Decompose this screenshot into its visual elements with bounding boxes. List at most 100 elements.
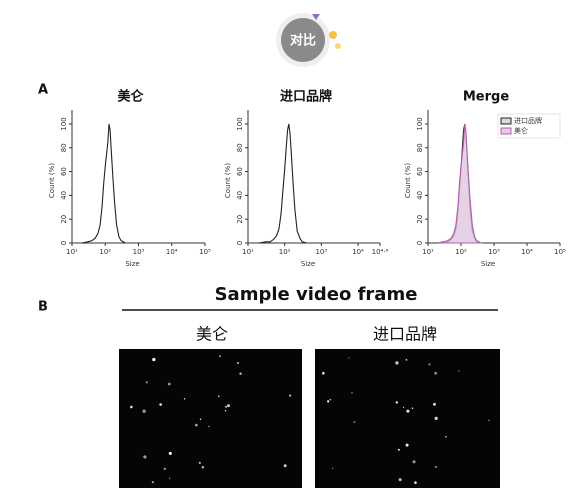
frame-caption: 美仑 [196, 325, 228, 344]
particle [411, 407, 414, 409]
y-axis-label: Count (%) [224, 163, 232, 198]
particle [458, 370, 460, 372]
particle [395, 361, 399, 365]
x-tick-label: 10³ [488, 248, 500, 256]
badge-dot [335, 43, 341, 49]
y-tick-label: 0 [236, 241, 244, 245]
particle [142, 409, 146, 413]
particle [428, 363, 431, 366]
x-tick-label: 10¹ [66, 248, 78, 256]
particle [395, 401, 398, 404]
y-tick-label: 60 [416, 167, 424, 176]
particle [445, 435, 447, 438]
particle [435, 466, 437, 468]
particle [405, 358, 408, 361]
x-tick-label: 10³ [133, 248, 145, 256]
particle [488, 419, 490, 422]
badge-text: 对比 [290, 33, 316, 49]
particle [353, 421, 356, 424]
particle [397, 448, 400, 451]
particle [198, 461, 201, 464]
particle [289, 394, 292, 397]
video-frame [119, 349, 302, 488]
x-tick-label: 10⁴ [166, 248, 178, 256]
y-tick-label: 20 [60, 215, 68, 224]
chart-title: 美仑 [117, 89, 144, 105]
particle [434, 416, 438, 420]
x-tick-label: 10¹ [242, 248, 254, 256]
particle [219, 355, 222, 358]
y-tick-label: 80 [416, 143, 424, 152]
particle [225, 405, 228, 408]
particle [169, 477, 171, 479]
y-tick-label: 0 [416, 241, 424, 245]
particle [405, 443, 409, 447]
particle [406, 409, 410, 413]
particle [403, 406, 405, 408]
panel-label: B [38, 300, 48, 315]
x-axis-label: Size [301, 260, 315, 268]
badge [281, 18, 325, 62]
y-tick-label: 20 [236, 215, 244, 224]
y-tick-label: 40 [60, 191, 68, 200]
particle [227, 404, 230, 408]
particle [348, 357, 350, 359]
y-tick-label: 80 [60, 143, 68, 152]
badge-deco [312, 14, 320, 20]
x-tick-label: 10⁴ [521, 248, 533, 256]
panel-label: A [38, 83, 48, 98]
particle [283, 464, 287, 468]
y-tick-label: 60 [60, 167, 68, 176]
particle [168, 451, 172, 455]
y-tick-label: 0 [60, 241, 68, 245]
y-tick-label: 20 [416, 215, 424, 224]
particle [129, 405, 133, 409]
y-tick-label: 60 [236, 167, 244, 176]
chart-title: 进口品牌 [280, 89, 332, 105]
y-tick-label: 40 [416, 191, 424, 200]
chart-title: Merge [463, 90, 509, 105]
particle [331, 467, 334, 470]
particle [163, 467, 166, 470]
particle [433, 402, 436, 406]
particle [434, 371, 437, 375]
particle [236, 361, 240, 365]
particle [199, 418, 202, 421]
particle [321, 371, 325, 375]
video-title: Sample video frame [215, 284, 418, 305]
particle [159, 403, 163, 406]
y-axis-label: Count (%) [48, 163, 56, 198]
x-tick-label: 10⁴ [352, 248, 364, 256]
particle [329, 398, 332, 401]
y-axis-label: Count (%) [404, 163, 412, 198]
legend-label: 进口品牌 [514, 116, 542, 125]
particle [152, 357, 156, 362]
particle [183, 398, 186, 400]
legend-swatch [500, 117, 512, 125]
particle [351, 392, 353, 394]
x-tick-label: 10⁵ [554, 248, 566, 256]
particle [208, 425, 210, 428]
series-line [81, 123, 126, 244]
x-tick-label: 10¹ [422, 248, 434, 256]
y-tick-label: 100 [236, 117, 244, 130]
particle [151, 481, 154, 484]
x-axis-label: Size [125, 260, 139, 268]
particle [398, 478, 402, 482]
legend-label: 美仑 [514, 126, 528, 135]
legend-swatch [500, 127, 512, 135]
y-tick-label: 80 [236, 143, 244, 152]
particle [143, 455, 147, 459]
particle [217, 395, 220, 398]
x-axis-label: Size [481, 260, 495, 268]
badge-dot [329, 31, 337, 39]
particle [412, 460, 416, 464]
x-tick-label: 10³ [315, 248, 327, 256]
particle [167, 382, 171, 386]
particle [239, 372, 242, 375]
x-tick-label: 10² [279, 248, 291, 256]
y-tick-label: 100 [416, 117, 424, 130]
particle [145, 381, 148, 384]
particle [224, 410, 227, 412]
